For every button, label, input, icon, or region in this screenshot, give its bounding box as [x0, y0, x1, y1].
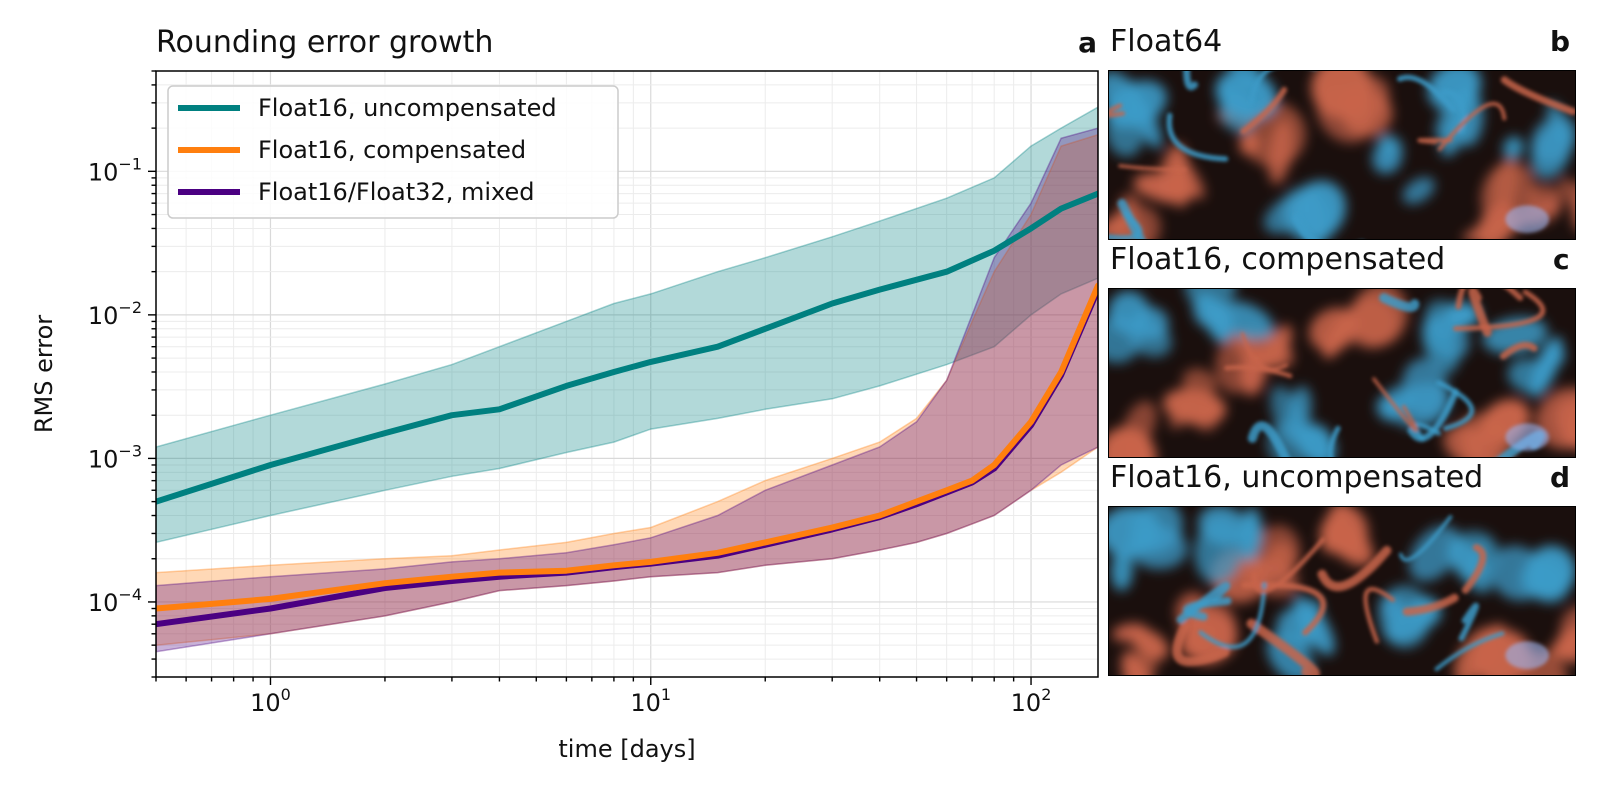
- y-axis-label: RMS error: [30, 315, 58, 433]
- plot-frame: [155, 70, 1099, 678]
- panel-c-title: Float16, compensated: [1110, 242, 1446, 277]
- float16-uncompensated-field-image: [1108, 506, 1576, 676]
- x-axis-ticks: 100 101 102: [155, 677, 1052, 717]
- float16-compensated-field-image: [1108, 288, 1576, 458]
- y-tick-label: 10−4: [88, 585, 142, 617]
- series-lines: [156, 190, 1098, 628]
- y-tick-label: 10−3: [88, 441, 142, 473]
- x-axis-label: time [days]: [558, 735, 695, 763]
- y-axis-ticks: 10−4 10−3 10−2 10−1: [88, 70, 156, 678]
- float64-field-image: [1108, 70, 1576, 240]
- legend: Float16, uncompensated Float16, compensat…: [167, 85, 619, 219]
- legend-label: Float16/Float32, mixed: [258, 178, 534, 206]
- panel-b-letter: b: [1550, 25, 1571, 58]
- panel-d-title: Float16, uncompensated: [1110, 460, 1484, 495]
- panel-letter-a: a: [1078, 26, 1097, 59]
- panel-b-title: Float64: [1110, 24, 1223, 59]
- x-tick-label: 101: [630, 685, 671, 717]
- panel-d-letter: d: [1550, 461, 1571, 494]
- x-tick-label: 102: [1011, 685, 1052, 717]
- panel-c-letter: c: [1553, 243, 1570, 276]
- legend-label: Float16, uncompensated: [258, 94, 557, 122]
- chart-title: Rounding error growth: [156, 25, 493, 60]
- y-tick-label: 10−2: [88, 298, 142, 330]
- y-tick-label: 10−1: [88, 154, 142, 186]
- x-tick-label: 100: [250, 685, 291, 717]
- legend-label: Float16, compensated: [258, 136, 526, 164]
- line-float16-compensated: [156, 282, 1098, 612]
- line-float16-uncompensated: [156, 190, 1098, 505]
- legend-box: [167, 85, 619, 219]
